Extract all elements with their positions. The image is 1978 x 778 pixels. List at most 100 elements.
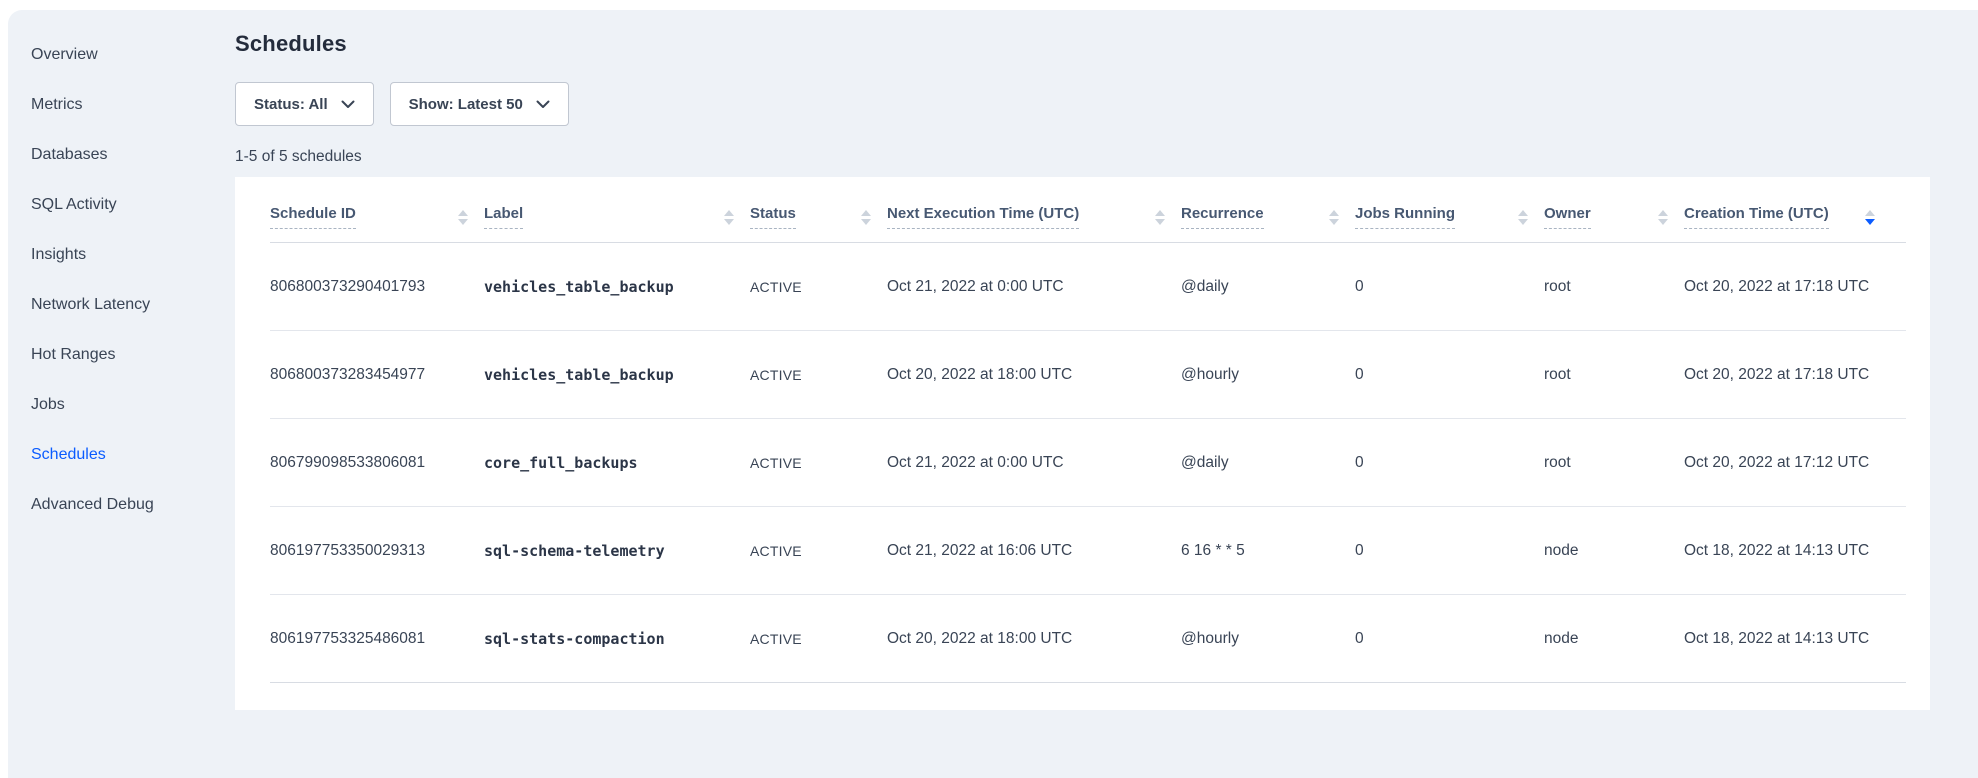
- sort-desc-icon: [1155, 218, 1165, 225]
- cell-status: ACTIVE: [750, 330, 887, 419]
- main-content: Schedules Status: All Show: Latest 50 1-…: [235, 10, 1978, 778]
- cell-label: core_full_backups: [484, 418, 750, 507]
- cell-owner: root: [1544, 418, 1684, 507]
- cell-next-execution-time-utc: Oct 20, 2022 at 18:00 UTC: [887, 330, 1181, 419]
- cell-schedule-id: 806197753325486081: [270, 594, 484, 683]
- sort-asc-icon: [1864, 209, 1875, 216]
- cell-jobs-running: 0: [1355, 242, 1544, 331]
- column-header-creation-time-utc[interactable]: Creation Time (UTC): [1684, 177, 1906, 243]
- column-header-jobs-running[interactable]: Jobs Running: [1355, 177, 1544, 243]
- sidebar-item-hot-ranges[interactable]: Hot Ranges: [31, 346, 116, 363]
- status-filter-label: Status: All: [254, 95, 328, 113]
- column-header-status[interactable]: Status: [750, 177, 887, 243]
- table-row: 806197753350029313 sql-schema-telemetry AC…: [270, 506, 1906, 595]
- cell-label: vehicles_table_backup: [484, 242, 750, 331]
- page-title: Schedules: [235, 31, 347, 56]
- table-row: 806800373283454977 vehicles_table_backup A…: [270, 330, 1906, 419]
- column-label: Next Execution Time (UTC): [887, 205, 1080, 229]
- sort-asc-icon: [458, 209, 468, 216]
- sort-arrows-icon[interactable]: [1864, 209, 1875, 225]
- sort-desc-icon: [458, 218, 468, 225]
- cell-recurrence: @daily: [1181, 418, 1355, 507]
- sidebar-item-insights[interactable]: Insights: [31, 246, 87, 263]
- cell-creation-time-utc: Oct 20, 2022 at 17:12 UTC: [1684, 418, 1906, 507]
- sort-asc-icon: [861, 209, 871, 216]
- sidebar-item-schedules[interactable]: Schedules: [31, 446, 106, 463]
- cell-owner: node: [1544, 506, 1684, 595]
- sort-desc-icon: [861, 218, 871, 225]
- cell-recurrence: @hourly: [1181, 594, 1355, 683]
- column-header-label[interactable]: Label: [484, 177, 750, 243]
- sort-desc-icon: [724, 218, 734, 225]
- cell-status: ACTIVE: [750, 506, 887, 595]
- sort-asc-icon: [1329, 209, 1339, 216]
- cell-label: sql-stats-compaction: [484, 594, 750, 683]
- cell-jobs-running: 0: [1355, 594, 1544, 683]
- show-filter-dropdown[interactable]: Show: Latest 50: [389, 82, 569, 126]
- sidebar-item-overview[interactable]: Overview: [31, 46, 98, 63]
- column-label: Jobs Running: [1355, 205, 1455, 229]
- cell-status: ACTIVE: [750, 594, 887, 683]
- chevron-down-icon: [536, 96, 550, 113]
- table-row: 806800373290401793 vehicles_table_backup A…: [270, 242, 1906, 331]
- cell-next-execution-time-utc: Oct 21, 2022 at 16:06 UTC: [887, 506, 1181, 595]
- cell-recurrence: @daily: [1181, 242, 1355, 331]
- app-canvas: Overview Metrics Databases SQL Activity Insi…: [8, 10, 1978, 778]
- sidebar-item-network-latency[interactable]: Network Latency: [31, 296, 151, 313]
- cell-recurrence: @hourly: [1181, 330, 1355, 419]
- table-header-row: Schedule ID Label Status Next Execution …: [270, 177, 1906, 243]
- sidebar-item-metrics[interactable]: Metrics: [31, 96, 83, 113]
- cell-schedule-id: 806800373283454977: [270, 330, 484, 419]
- column-header-recurrence[interactable]: Recurrence: [1181, 177, 1355, 243]
- cell-owner: root: [1544, 242, 1684, 331]
- schedules-table-card: Schedule ID Label Status Next Execution …: [235, 177, 1930, 710]
- cell-schedule-id: 806197753350029313: [270, 506, 484, 595]
- sort-desc-icon: [1329, 218, 1339, 225]
- cell-next-execution-time-utc: Oct 20, 2022 at 18:00 UTC: [887, 594, 1181, 683]
- cell-label: vehicles_table_backup: [484, 330, 750, 419]
- filter-bar: Status: All Show: Latest 50: [235, 82, 1978, 126]
- sort-arrows-icon[interactable]: [1518, 209, 1528, 225]
- cell-creation-time-utc: Oct 20, 2022 at 17:18 UTC: [1684, 330, 1906, 419]
- cell-jobs-running: 0: [1355, 506, 1544, 595]
- sort-asc-icon: [1658, 209, 1668, 216]
- cell-jobs-running: 0: [1355, 330, 1544, 419]
- table-row: 806197753325486081 sql-stats-compaction AC…: [270, 594, 1906, 683]
- cell-next-execution-time-utc: Oct 21, 2022 at 0:00 UTC: [887, 418, 1181, 507]
- status-filter-dropdown[interactable]: Status: All: [235, 82, 374, 126]
- cell-schedule-id: 806800373290401793: [270, 242, 484, 331]
- cell-owner: node: [1544, 594, 1684, 683]
- sort-asc-icon: [724, 209, 734, 216]
- show-filter-label: Show: Latest 50: [408, 95, 523, 113]
- sort-desc-icon: [1864, 218, 1875, 225]
- column-label: Schedule ID: [270, 205, 356, 229]
- sort-arrows-icon[interactable]: [1329, 209, 1339, 225]
- schedules-table: Schedule ID Label Status Next Execution …: [270, 177, 1906, 683]
- column-label: Owner: [1544, 205, 1591, 229]
- cell-recurrence: 6 16 * * 5: [1181, 506, 1355, 595]
- column-label: Label: [484, 205, 524, 229]
- sort-arrows-icon[interactable]: [458, 209, 468, 225]
- cell-creation-time-utc: Oct 20, 2022 at 17:18 UTC: [1684, 242, 1906, 331]
- column-header-owner[interactable]: Owner: [1544, 177, 1684, 243]
- cell-next-execution-time-utc: Oct 21, 2022 at 0:00 UTC: [887, 242, 1181, 331]
- sort-arrows-icon[interactable]: [1155, 209, 1165, 225]
- sort-arrows-icon[interactable]: [724, 209, 734, 225]
- sort-desc-icon: [1518, 218, 1528, 225]
- sort-arrows-icon[interactable]: [861, 209, 871, 225]
- cell-status: ACTIVE: [750, 242, 887, 331]
- sort-arrows-icon[interactable]: [1658, 209, 1668, 225]
- cell-label: sql-schema-telemetry: [484, 506, 750, 595]
- sidebar-item-sql-activity[interactable]: SQL Activity: [31, 196, 117, 213]
- cell-status: ACTIVE: [750, 418, 887, 507]
- sidebar-item-jobs[interactable]: Jobs: [31, 396, 65, 413]
- column-label: Status: [750, 205, 796, 229]
- sidebar-item-advanced-debug[interactable]: Advanced Debug: [31, 496, 154, 513]
- sidebar-item-databases[interactable]: Databases: [31, 146, 108, 163]
- chevron-down-icon: [341, 96, 355, 113]
- column-label: Creation Time (UTC): [1684, 205, 1829, 229]
- column-header-schedule-id[interactable]: Schedule ID: [270, 177, 484, 243]
- cell-owner: root: [1544, 330, 1684, 419]
- results-count: 1-5 of 5 schedules: [235, 148, 362, 165]
- column-header-next-execution-time-utc[interactable]: Next Execution Time (UTC): [887, 177, 1181, 243]
